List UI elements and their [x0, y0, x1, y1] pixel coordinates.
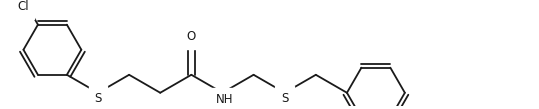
Text: S: S: [94, 92, 102, 105]
Text: S: S: [281, 92, 288, 105]
Text: O: O: [186, 30, 196, 43]
Text: Cl: Cl: [17, 0, 29, 13]
Text: NH: NH: [216, 93, 233, 106]
